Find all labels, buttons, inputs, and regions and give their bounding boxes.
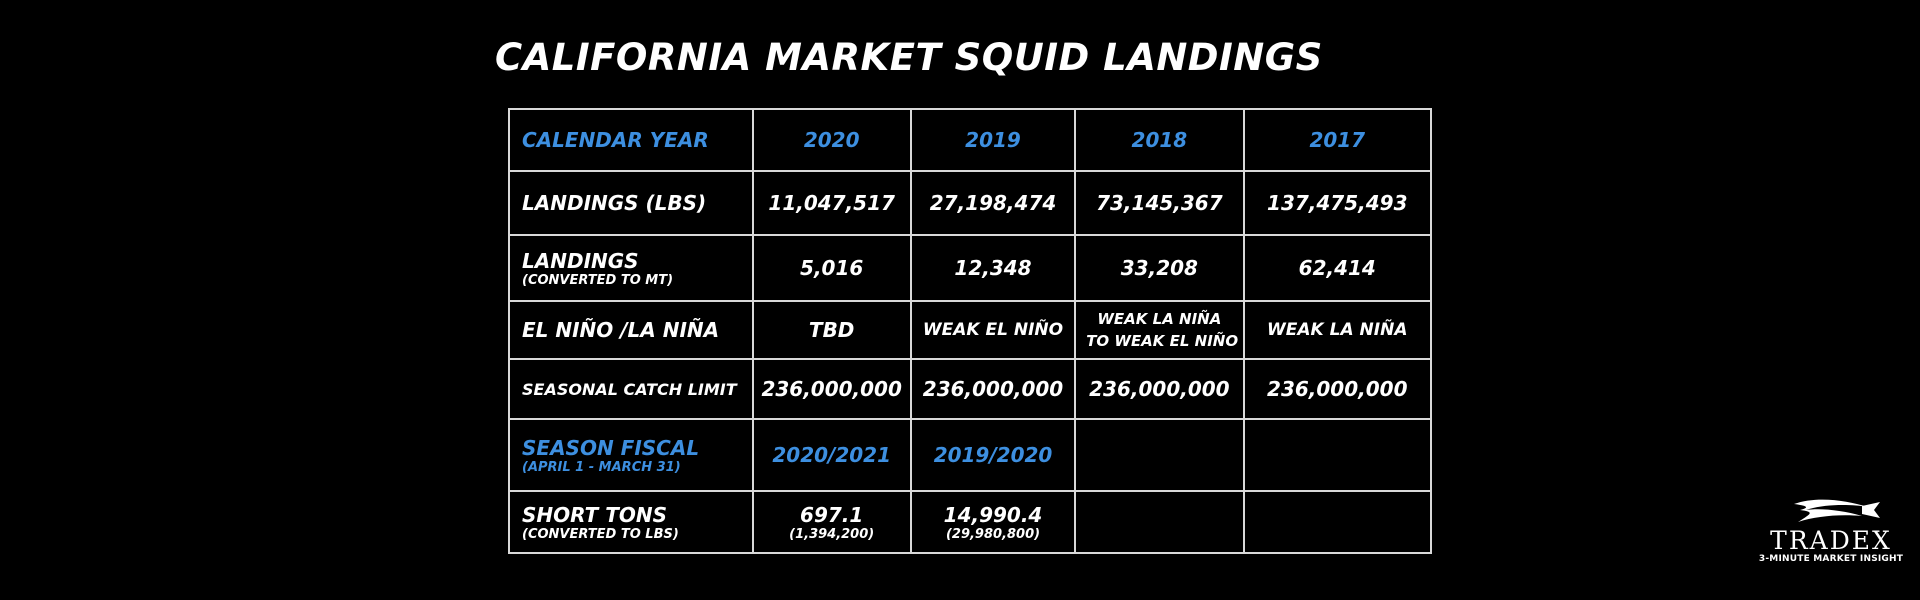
table-row-catch-limit: SEASONAL CATCH LIMIT 236,000,000 236,000… (508, 358, 1433, 420)
header-year-2019: 2019 (909, 108, 1077, 172)
row-label-cell: LANDINGS (CONVERTED TO MT) (508, 234, 754, 302)
cell-value: 2019/2020 (909, 418, 1077, 492)
logo-name: TRADEX (1770, 526, 1892, 555)
cell-value: 73,145,367 (1074, 170, 1245, 236)
row-label: LANDINGS (LBS) (508, 170, 754, 236)
table-row-short-tons: SHORT TONS (CONVERTED TO LBS) 697.1 (1,3… (508, 490, 1433, 554)
header-year-2020: 2020 (751, 108, 912, 172)
row-label-cell: SHORT TONS (CONVERTED TO LBS) (508, 490, 754, 554)
cell-value: TBD (751, 300, 912, 360)
row-sublabel: (CONVERTED TO LBS) (522, 526, 679, 542)
cell-value: 236,000,000 (909, 358, 1077, 420)
cell-value: 697.1 (800, 502, 864, 527)
cell-empty (1242, 418, 1433, 492)
cell-value: 14,990.4 (943, 502, 1043, 527)
cell-value: 137,475,493 (1242, 170, 1433, 236)
table-row-season-fiscal: SEASON FISCAL (APRIL 1 - MARCH 31) 2020/… (508, 418, 1433, 492)
squid-landings-table: CALENDAR YEAR 2020 2019 2018 2017 LANDIN… (508, 108, 1433, 554)
row-sublabel: (APRIL 1 - MARCH 31) (522, 459, 681, 475)
row-label: SEASONAL CATCH LIMIT (508, 358, 754, 420)
table-row-landings-lbs: LANDINGS (LBS) 11,047,517 27,198,474 73,… (508, 170, 1433, 236)
logo-tagline: 3-MINUTE MARKET INSIGHT (1758, 554, 1904, 564)
row-label: EL NIÑO /LA NIÑA (508, 300, 754, 360)
cell-empty (1074, 418, 1245, 492)
row-label-cell: SEASON FISCAL (APRIL 1 - MARCH 31) (508, 418, 754, 492)
cell-empty (1074, 490, 1245, 554)
cell-value: 27,198,474 (909, 170, 1077, 236)
cell-value: 236,000,000 (751, 358, 912, 420)
cell-subvalue: (29,980,800) (945, 526, 1041, 542)
cell-value: 236,000,000 (1074, 358, 1245, 420)
cell-value-stacked: 14,990.4 (29,980,800) (909, 490, 1077, 554)
cell-value: WEAK EL NIÑO (909, 300, 1077, 360)
cell-empty (1242, 490, 1433, 554)
cell-subvalue: (1,394,200) (789, 526, 875, 542)
row-label: SHORT TONS (522, 502, 668, 527)
header-label: CALENDAR YEAR (508, 108, 754, 172)
cell-value: 12,348 (909, 234, 1077, 302)
cell-value: 2020/2021 (751, 418, 912, 492)
row-sublabel: (CONVERTED TO MT) (522, 272, 674, 288)
cell-value: 5,016 (751, 234, 912, 302)
cell-value: 62,414 (1242, 234, 1433, 302)
cell-value-stacked: WEAK LA NIÑA TO WEAK EL NIÑO (1074, 300, 1245, 360)
tradex-logo: TRADEX 3-MINUTE MARKET INSIGHT (1756, 498, 1906, 578)
row-label: SEASON FISCAL (522, 435, 700, 460)
cell-value-line1: WEAK LA NIÑA (1097, 310, 1222, 328)
table-row-enso: EL NIÑO /LA NIÑA TBD WEAK EL NIÑO WEAK L… (508, 300, 1433, 360)
cell-value-line2: TO WEAK EL NIÑO (1086, 332, 1239, 350)
cell-value: 236,000,000 (1242, 358, 1433, 420)
table-row-header: CALENDAR YEAR 2020 2019 2018 2017 (508, 108, 1433, 172)
cell-value: 11,047,517 (751, 170, 912, 236)
page-title: CALIFORNIA MARKET SQUID LANDINGS (495, 36, 1323, 79)
cell-value-stacked: 697.1 (1,394,200) (751, 490, 912, 554)
cell-value: 33,208 (1074, 234, 1245, 302)
fish-wave-icon (1794, 499, 1880, 522)
row-label: LANDINGS (522, 248, 639, 273)
table-row-landings-mt: LANDINGS (CONVERTED TO MT) 5,016 12,348 … (508, 234, 1433, 302)
header-year-2017: 2017 (1242, 108, 1433, 172)
header-year-2018: 2018 (1074, 108, 1245, 172)
cell-value: WEAK LA NIÑA (1242, 300, 1433, 360)
